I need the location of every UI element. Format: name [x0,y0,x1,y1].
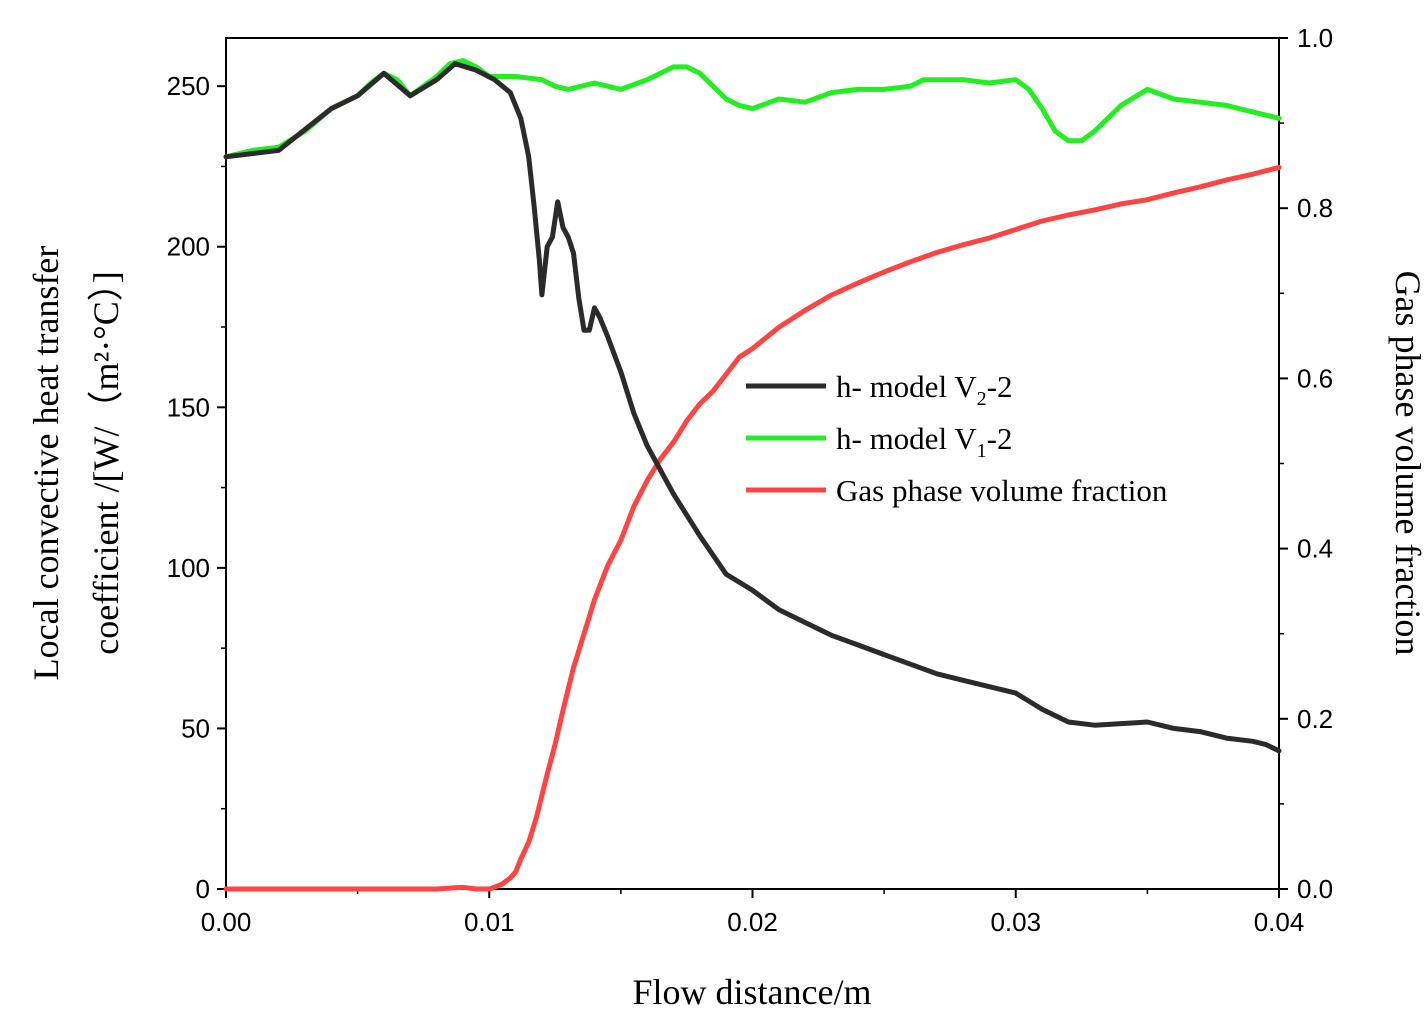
x-tick-label: 0.03 [990,907,1041,937]
y-left-tick-label: 250 [167,71,210,101]
y-right-tick-labels: 0.0 0.2 0.4 0.6 0.8 1.0 [1297,23,1333,904]
y-right-tick-label: 0.2 [1297,704,1333,734]
y-left-tick-label: 150 [167,392,210,422]
x-tick-label: 0.00 [201,907,252,937]
x-tick-label: 0.02 [727,907,778,937]
legend: h- model V2-2 h- model V1-2 Gas phase volu… [746,369,1168,508]
series-line-gas-phase-volume-fraction [223,164,1282,892]
x-tick-label: 0.01 [464,907,515,937]
x-tick-label: 0.04 [1254,907,1305,937]
legend-label-gas-phase-volume-fraction: Gas phase volume fraction [836,473,1168,508]
legend-label-h-model-v2-2: h- model V2-2 [836,369,1012,410]
legend-label-h-model-v1-2: h- model V1-2 [836,421,1012,462]
y-right-tick-label: 0.0 [1297,874,1333,904]
y-right-tick-label: 0.4 [1297,534,1333,564]
x-axis-title: Flow distance/m [633,972,872,1012]
y-right-tick-label: 0.8 [1297,193,1333,223]
y-left-axis-title-line1: Local convective heat transfer [26,246,66,681]
series-line-h-model-v2-2 [223,61,1282,754]
y-left-tick-label: 200 [167,232,210,262]
y-right-axis-title: Gas phase volume fraction [1388,271,1428,656]
y-left-tick-label: 100 [167,553,210,583]
y-right-tick-label: 0.6 [1297,363,1333,393]
series-layer [223,58,1282,892]
tick-marks [217,37,1288,898]
y-left-tick-labels: 0 50 100 150 200 250 [167,71,210,904]
x-tick-labels: 0.00 0.01 0.02 0.03 0.04 [201,907,1305,937]
y-right-tick-label: 1.0 [1297,23,1333,53]
y-left-axis-title-line2: coefficient /[W/（m²·°C）] [86,271,126,654]
plot-frame [225,37,1280,890]
y-left-tick-label: 50 [181,713,210,743]
y-left-tick-label: 0 [196,874,210,904]
